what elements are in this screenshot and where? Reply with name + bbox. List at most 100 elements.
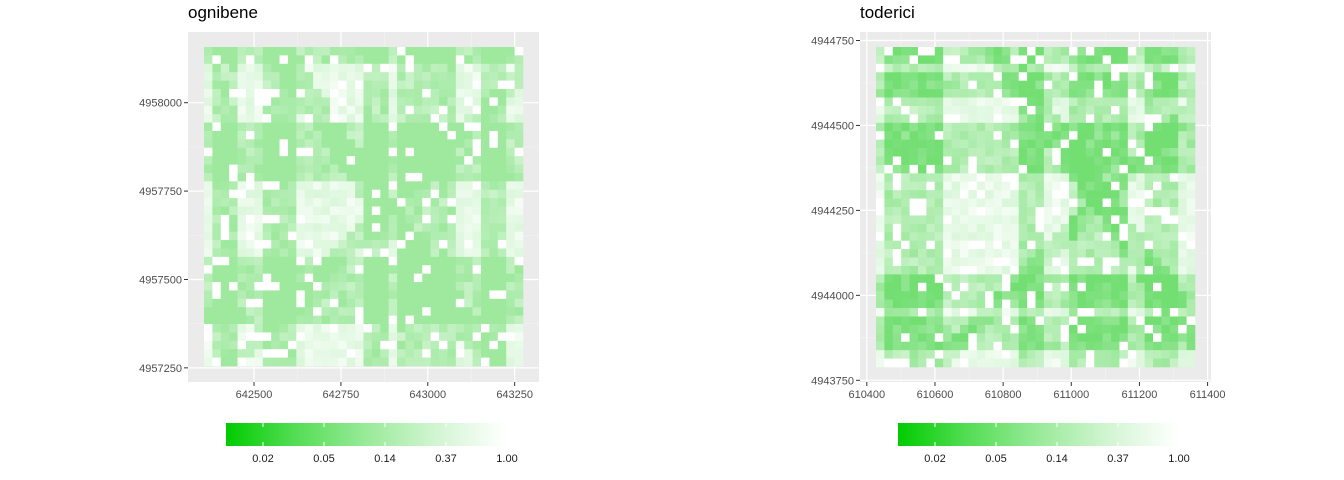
heatmap-cell <box>363 88 373 98</box>
heatmap-cell <box>439 290 448 300</box>
heatmap-cell <box>447 189 457 199</box>
heatmap-cell <box>321 290 331 300</box>
heatmap-cell <box>917 114 927 124</box>
heatmap-cell <box>439 156 448 165</box>
heatmap-cell <box>976 257 986 267</box>
heatmap-cell <box>304 122 314 132</box>
heatmap-cell <box>993 80 1003 90</box>
heatmap-cell <box>1077 215 1087 225</box>
heatmap-cell <box>229 315 238 325</box>
heatmap-cell <box>901 223 910 233</box>
heatmap-cell <box>304 164 314 174</box>
heatmap-cell <box>968 181 978 191</box>
heatmap-cell <box>1102 350 1112 359</box>
heatmap-cell <box>959 257 969 267</box>
heatmap-cell <box>397 156 406 165</box>
heatmap-cell <box>380 256 389 266</box>
heatmap-cell <box>447 97 457 107</box>
heatmap-cell <box>497 357 507 367</box>
heatmap-cell <box>363 282 373 291</box>
heatmap-cell <box>296 147 306 157</box>
heatmap-cell <box>430 55 440 65</box>
heatmap-cell <box>397 72 406 81</box>
heatmap-cell <box>1161 223 1171 233</box>
heatmap-cell <box>1169 358 1179 368</box>
heatmap-cell <box>497 47 507 56</box>
heatmap-cell <box>1001 333 1011 343</box>
heatmap-cell <box>287 265 297 274</box>
heatmap-cell <box>371 147 381 157</box>
heatmap-cell <box>220 282 230 291</box>
heatmap-cell <box>422 156 431 165</box>
heatmap-cell <box>1077 97 1087 107</box>
heatmap-cell <box>1069 80 1078 90</box>
heatmap-cell <box>926 350 936 359</box>
heatmap-cell <box>313 156 322 165</box>
heatmap-cell <box>346 122 356 132</box>
heatmap-cell <box>1178 181 1187 191</box>
heatmap-cell <box>901 265 910 275</box>
heatmap-cell <box>1153 131 1162 140</box>
heatmap-cell <box>355 349 364 358</box>
heatmap-cell <box>237 298 247 308</box>
heatmap-cell <box>296 240 306 249</box>
heatmap-cell <box>338 97 348 107</box>
heatmap-cell <box>1035 274 1045 284</box>
heatmap-cell <box>993 282 1003 292</box>
heatmap-cell <box>1111 190 1120 199</box>
heatmap-cell <box>204 349 213 358</box>
heatmap-cell <box>329 122 339 132</box>
heatmap-cell <box>237 63 247 73</box>
heatmap-cell <box>287 105 297 115</box>
heatmap-cell <box>876 122 885 132</box>
heatmap-cell <box>321 172 331 182</box>
heatmap-cell <box>1186 198 1196 208</box>
heatmap-cell <box>380 147 389 157</box>
heatmap-cell <box>926 148 936 157</box>
heatmap-cell <box>489 156 499 165</box>
heatmap-cell <box>1027 316 1036 326</box>
heatmap-cell <box>926 80 936 90</box>
heatmap-cell <box>1018 173 1028 183</box>
heatmap-cell <box>237 206 247 216</box>
heatmap-cell <box>1085 257 1095 267</box>
heatmap-cell <box>506 105 515 115</box>
heatmap-cell <box>1153 223 1162 233</box>
heatmap-cell <box>884 181 894 191</box>
heatmap-cell <box>959 282 969 292</box>
heatmap-cell <box>506 164 515 174</box>
heatmap-cell <box>884 358 894 368</box>
heatmap-cell <box>296 47 306 56</box>
heatmap-cell <box>388 156 398 165</box>
heatmap-cell <box>943 198 952 208</box>
heatmap-cell <box>951 249 961 258</box>
heatmap-cell <box>489 172 499 182</box>
heatmap-cell <box>917 164 927 174</box>
heatmap-cell <box>464 298 473 308</box>
heatmap-cell <box>229 47 238 56</box>
heatmap-cell <box>884 324 894 334</box>
heatmap-cell <box>204 357 213 367</box>
heatmap-cell <box>237 214 247 224</box>
heatmap-cell <box>481 105 490 115</box>
heatmap-cell <box>497 105 507 115</box>
heatmap-cell <box>1102 198 1112 208</box>
heatmap-cell <box>1052 240 1061 250</box>
heatmap-cell <box>271 223 280 232</box>
heatmap-cell <box>1144 198 1154 208</box>
heatmap-cell <box>472 147 482 157</box>
heatmap-cell <box>1035 282 1045 292</box>
heatmap-cell <box>1094 341 1103 351</box>
heatmap-cell <box>489 223 499 232</box>
heatmap-cell <box>1077 341 1087 351</box>
heatmap-cell <box>422 240 431 249</box>
heatmap-cell <box>1169 181 1179 191</box>
heatmap-cell <box>1178 105 1187 115</box>
heatmap-cell <box>1018 223 1028 233</box>
heatmap-cell <box>1043 316 1053 326</box>
heatmap-cell <box>262 55 272 65</box>
heatmap-cell <box>422 55 431 65</box>
heatmap-cell <box>1178 316 1187 326</box>
heatmap-cell <box>405 88 415 98</box>
heatmap-cell <box>943 291 952 300</box>
